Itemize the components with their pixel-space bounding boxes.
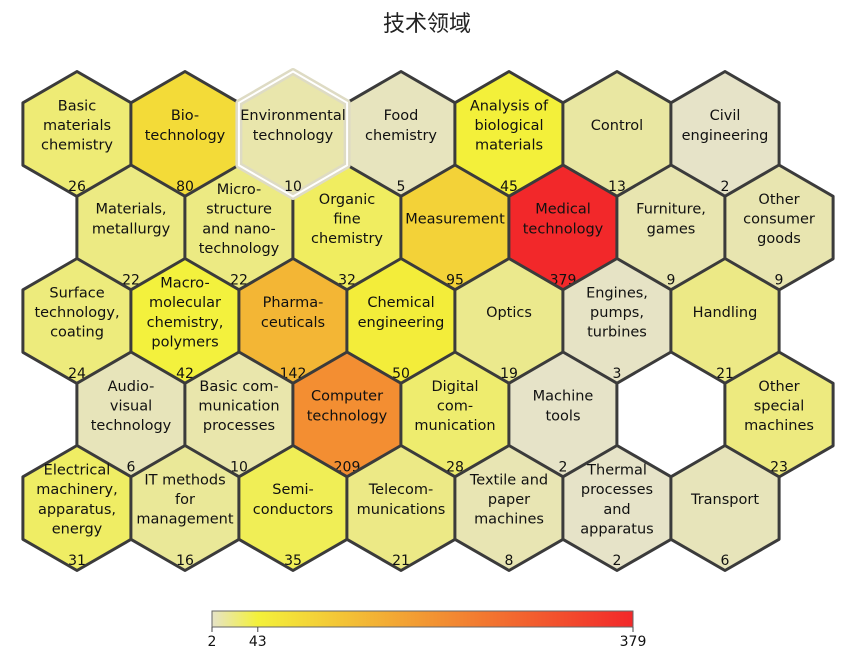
hex-label: Thermal processes and apparatus	[580, 463, 653, 538]
color-scale-bar	[211, 610, 634, 628]
chart-title: 技术领域	[382, 12, 471, 37]
scale-tick-label: 43	[249, 634, 267, 650]
hex-value: 22	[230, 273, 248, 289]
hex-label: Civil engineering	[682, 108, 769, 144]
hex-label: Basic materials chemistry	[41, 98, 113, 153]
hex-label: Furniture, games	[636, 202, 706, 238]
hex-value: 2	[613, 553, 622, 569]
hex-label: Medical technology	[523, 202, 604, 238]
color-legend: 2 43 379	[208, 610, 647, 650]
hex-tile-basic-com-munication-processes[interactable]: Basic com-munication processes 10	[183, 350, 295, 479]
hex-label: Chemical engineering	[358, 295, 445, 331]
hex-value: 2	[559, 460, 568, 476]
hex-label: Digital com-munication	[414, 379, 495, 434]
hex-label: Transport	[690, 492, 759, 508]
hex-label: Optics	[486, 305, 532, 321]
hex-value: 95	[446, 273, 464, 289]
hex-tile-micro-structure-and-nano-technology[interactable]: Micro-structure and nano-technology 22	[183, 163, 295, 292]
hex-value: 45	[500, 179, 518, 195]
hex-label: Other special machines	[744, 379, 814, 434]
hex-tile-materials-metallurgy[interactable]: Materials, metallurgy 22	[75, 163, 187, 292]
hex-tile-transport[interactable]: Transport 6	[669, 444, 781, 572]
hex-value: 3	[613, 366, 622, 382]
hex-value: 24	[68, 366, 86, 382]
hex-label: Surface technology, coating	[34, 285, 119, 340]
hex-tile-analysis-of-biological-materials[interactable]: Analysis of biological materials 45	[453, 70, 565, 198]
hex-shape	[669, 444, 781, 572]
hex-value: 50	[392, 366, 410, 382]
hex-value: 10	[230, 460, 248, 476]
hex-label: Measurement	[405, 212, 505, 228]
hex-value: 8	[505, 553, 514, 569]
hex-label: Environmental technology	[240, 108, 346, 144]
hex-tile-electrical-machinery-apparatus-energy[interactable]: Electrical machinery, apparatus, energy 31	[21, 444, 133, 572]
hex-value: 28	[446, 460, 464, 476]
hex-label: Engines, pumps, turbines	[586, 285, 648, 340]
hex-label: Other consumer goods	[743, 192, 815, 247]
hex-value: 16	[176, 553, 194, 569]
hex-tile-environmental-technology[interactable]: Environmental technology 10	[235, 68, 351, 200]
hex-tile-thermal-processes-and-apparatus[interactable]: Thermal processes and apparatus 2	[561, 444, 673, 572]
hex-label: Textile and paper machines	[469, 472, 548, 527]
hex-value: 31	[68, 553, 86, 569]
hex-label: Macro-molecular chemistry, polymers	[147, 276, 224, 351]
hex-value: 13	[608, 179, 626, 195]
hex-label: Pharma-ceuticals	[261, 295, 325, 331]
hex-value: 22	[122, 273, 140, 289]
hex-value: 26	[68, 179, 86, 195]
hex-value: 35	[284, 553, 302, 569]
hex-label: Bio-technology	[145, 108, 226, 144]
hex-label: Control	[591, 118, 643, 134]
hex-value: 42	[176, 366, 194, 382]
hex-tile-bio-technology[interactable]: Bio-technology 80	[129, 70, 241, 198]
hex-label: Machine tools	[533, 389, 594, 425]
scale-tick-label: 2	[208, 634, 217, 650]
hex-label: Food chemistry	[365, 108, 437, 144]
hex-label: Electrical machinery, apparatus, energy	[36, 463, 117, 538]
hex-value: 5	[397, 179, 406, 195]
hex-label: Audio-visual technology	[91, 379, 172, 434]
hex-value: 21	[716, 366, 734, 382]
hex-label: IT methods for management	[136, 472, 233, 527]
hex-highlight-outline	[237, 70, 349, 198]
hex-label: Basic com-munication processes	[198, 379, 279, 434]
hex-tile-civil-engineering[interactable]: Civil engineering 2	[669, 70, 781, 198]
hex-value: 21	[392, 553, 410, 569]
hex-label: Analysis of biological materials	[470, 98, 549, 153]
hex-value: 32	[338, 273, 356, 289]
hex-label: Telecom-munications	[357, 482, 446, 518]
hex-label: Handling	[693, 305, 758, 321]
hex-label: Semi-conductors	[253, 482, 333, 518]
hex-tile-surface-technology-coating[interactable]: Surface technology, coating 24	[21, 257, 133, 385]
hex-value: 9	[775, 273, 784, 289]
hex-value: 80	[176, 179, 194, 195]
hex-value: 6	[127, 460, 136, 476]
hex-value: 9	[667, 273, 676, 289]
hex-label: Computer technology	[307, 389, 388, 425]
hex-label: Micro-structure and nano-technology	[199, 182, 280, 257]
hex-value: 2	[721, 179, 730, 195]
scale-tick-label: 379	[620, 634, 647, 650]
hex-tile-it-methods-for-management[interactable]: IT methods for management 16	[129, 444, 241, 572]
hex-value: 10	[284, 179, 302, 195]
hex-value: 23	[770, 460, 788, 476]
hex-value: 6	[721, 553, 730, 569]
hex-tile-macro-molecular-chemistry-polymers[interactable]: Macro-molecular chemistry, polymers 42	[129, 257, 241, 385]
hex-value: 19	[500, 366, 518, 382]
hex-label: Organic fine chemistry	[311, 192, 383, 247]
hex-label: Materials, metallurgy	[92, 202, 171, 238]
